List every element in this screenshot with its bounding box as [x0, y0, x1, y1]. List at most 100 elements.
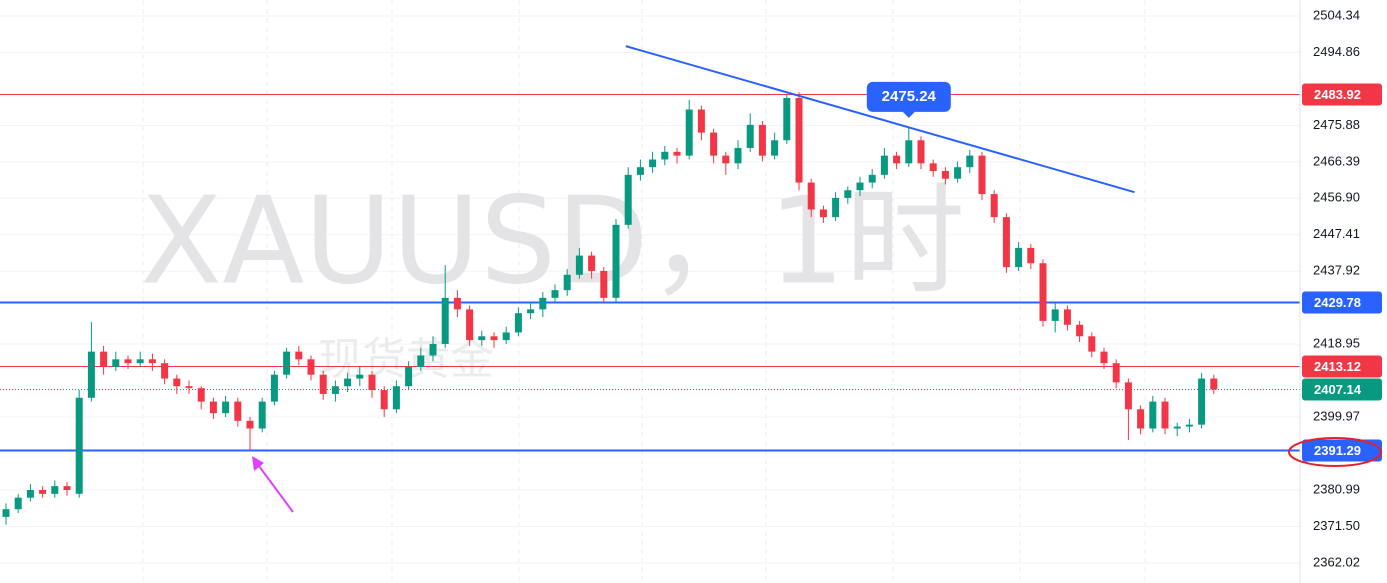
candle-body: [807, 182, 815, 210]
y-tick-label: 2380.99: [1313, 481, 1360, 496]
candle-body: [636, 167, 644, 175]
candle-body: [63, 486, 71, 490]
candle-body: [1015, 247, 1023, 268]
candle-body: [356, 374, 364, 379]
candle-body: [295, 351, 303, 360]
candle-body: [905, 140, 913, 164]
level-tag-label: 2429.78: [1314, 295, 1361, 310]
arrow: [255, 461, 294, 513]
level-tag-box: [1302, 439, 1382, 462]
candle-body: [197, 388, 205, 402]
arrow-head: [252, 456, 264, 471]
candle-body: [844, 190, 852, 198]
candle-body: [246, 420, 254, 429]
candle-body: [527, 309, 535, 314]
candle-body: [222, 401, 230, 414]
candle-body: [26, 489, 34, 498]
candle-body: [600, 270, 608, 298]
candle-body: [1002, 217, 1010, 268]
candle-body: [624, 174, 632, 225]
candle-body: [258, 401, 266, 429]
candle-body: [87, 351, 95, 398]
candle-body: [344, 378, 352, 387]
candle-body: [734, 147, 742, 164]
candle-body: [819, 209, 827, 218]
candle-body: [966, 155, 974, 168]
candle-body: [893, 155, 901, 164]
candle-body: [173, 378, 181, 387]
y-tick-label: 2399.97: [1313, 409, 1360, 424]
candle-body: [954, 167, 962, 179]
y-tick-label: 2418.95: [1313, 336, 1360, 351]
trendline: [625, 45, 1135, 194]
y-tick-label: 2456.90: [1313, 190, 1360, 205]
last-price-tag-box: [1302, 378, 1382, 401]
candle-body: [649, 159, 657, 168]
candle-body: [209, 401, 217, 414]
level-tag-label: 2391.29: [1314, 443, 1361, 458]
last-price-tag-label: 2407.14: [1314, 382, 1362, 397]
candle-body: [771, 140, 779, 156]
price-axis: 2504.34 2494.86 2475.88 2466.39 2456.90 2447.…: [1302, 7, 1382, 569]
candle-body: [392, 386, 400, 410]
candle-body: [563, 274, 571, 291]
candle-body: [1039, 263, 1047, 321]
grid: [0, 0, 1300, 583]
candle-body: [380, 390, 388, 410]
candle-body: [405, 367, 413, 387]
candle-body: [51, 486, 59, 494]
candle-body: [368, 374, 376, 391]
candle-body: [331, 386, 339, 394]
y-tick-label: 2437.92: [1313, 263, 1360, 278]
candle-body: [832, 197, 840, 218]
level-tag-label: 2483.92: [1314, 87, 1361, 102]
candle-body: [490, 336, 498, 341]
candle-body: [417, 355, 425, 368]
candle-body: [917, 140, 925, 164]
y-tick-label: 2475.88: [1313, 117, 1360, 132]
candle-body: [1063, 309, 1071, 325]
candle-body: [856, 182, 864, 191]
candle-body: [1173, 426, 1181, 429]
callout-box: [866, 81, 951, 118]
level-tag-box: [1302, 291, 1382, 314]
candle-body: [185, 386, 193, 389]
candle-body: [758, 124, 766, 156]
candle-body: [1051, 309, 1059, 321]
candle-body: [1161, 401, 1169, 429]
level-tag-box: [1302, 83, 1382, 106]
plot: 2475.24: [0, 45, 1300, 525]
level-tag-box: [1302, 355, 1382, 378]
candle-body: [124, 359, 132, 364]
candle-body: [990, 194, 998, 218]
candle-body: [880, 155, 888, 175]
candle-body: [100, 351, 108, 368]
candle-body: [1185, 424, 1193, 427]
candle-body: [783, 97, 791, 141]
candle-body: [429, 343, 437, 356]
y-tick-label: 2362.02: [1313, 554, 1360, 569]
y-tick-label: 2466.39: [1313, 153, 1360, 168]
candle-body: [2, 509, 10, 517]
candle-body: [1088, 336, 1096, 352]
candle-body: [14, 497, 22, 510]
candle-body: [685, 109, 693, 156]
candle-body: [941, 171, 949, 179]
candle-body: [161, 363, 169, 379]
candle-body: [1137, 409, 1145, 429]
y-tick-label: 2447.41: [1313, 226, 1360, 241]
level-tag-label: 2413.12: [1314, 359, 1361, 374]
highlight-ellipse: [1288, 437, 1382, 467]
callout-label: 2475.24: [882, 88, 937, 105]
watermark: XAUUSD，1时: [140, 173, 965, 312]
candle-body: [307, 359, 315, 375]
candle-body: [1100, 351, 1108, 364]
candle-body: [478, 336, 486, 341]
candle-body: [673, 151, 681, 156]
candle-body: [283, 351, 291, 375]
candle-body: [1198, 378, 1206, 425]
candle-body: [612, 224, 620, 298]
candle-body: [661, 151, 669, 160]
